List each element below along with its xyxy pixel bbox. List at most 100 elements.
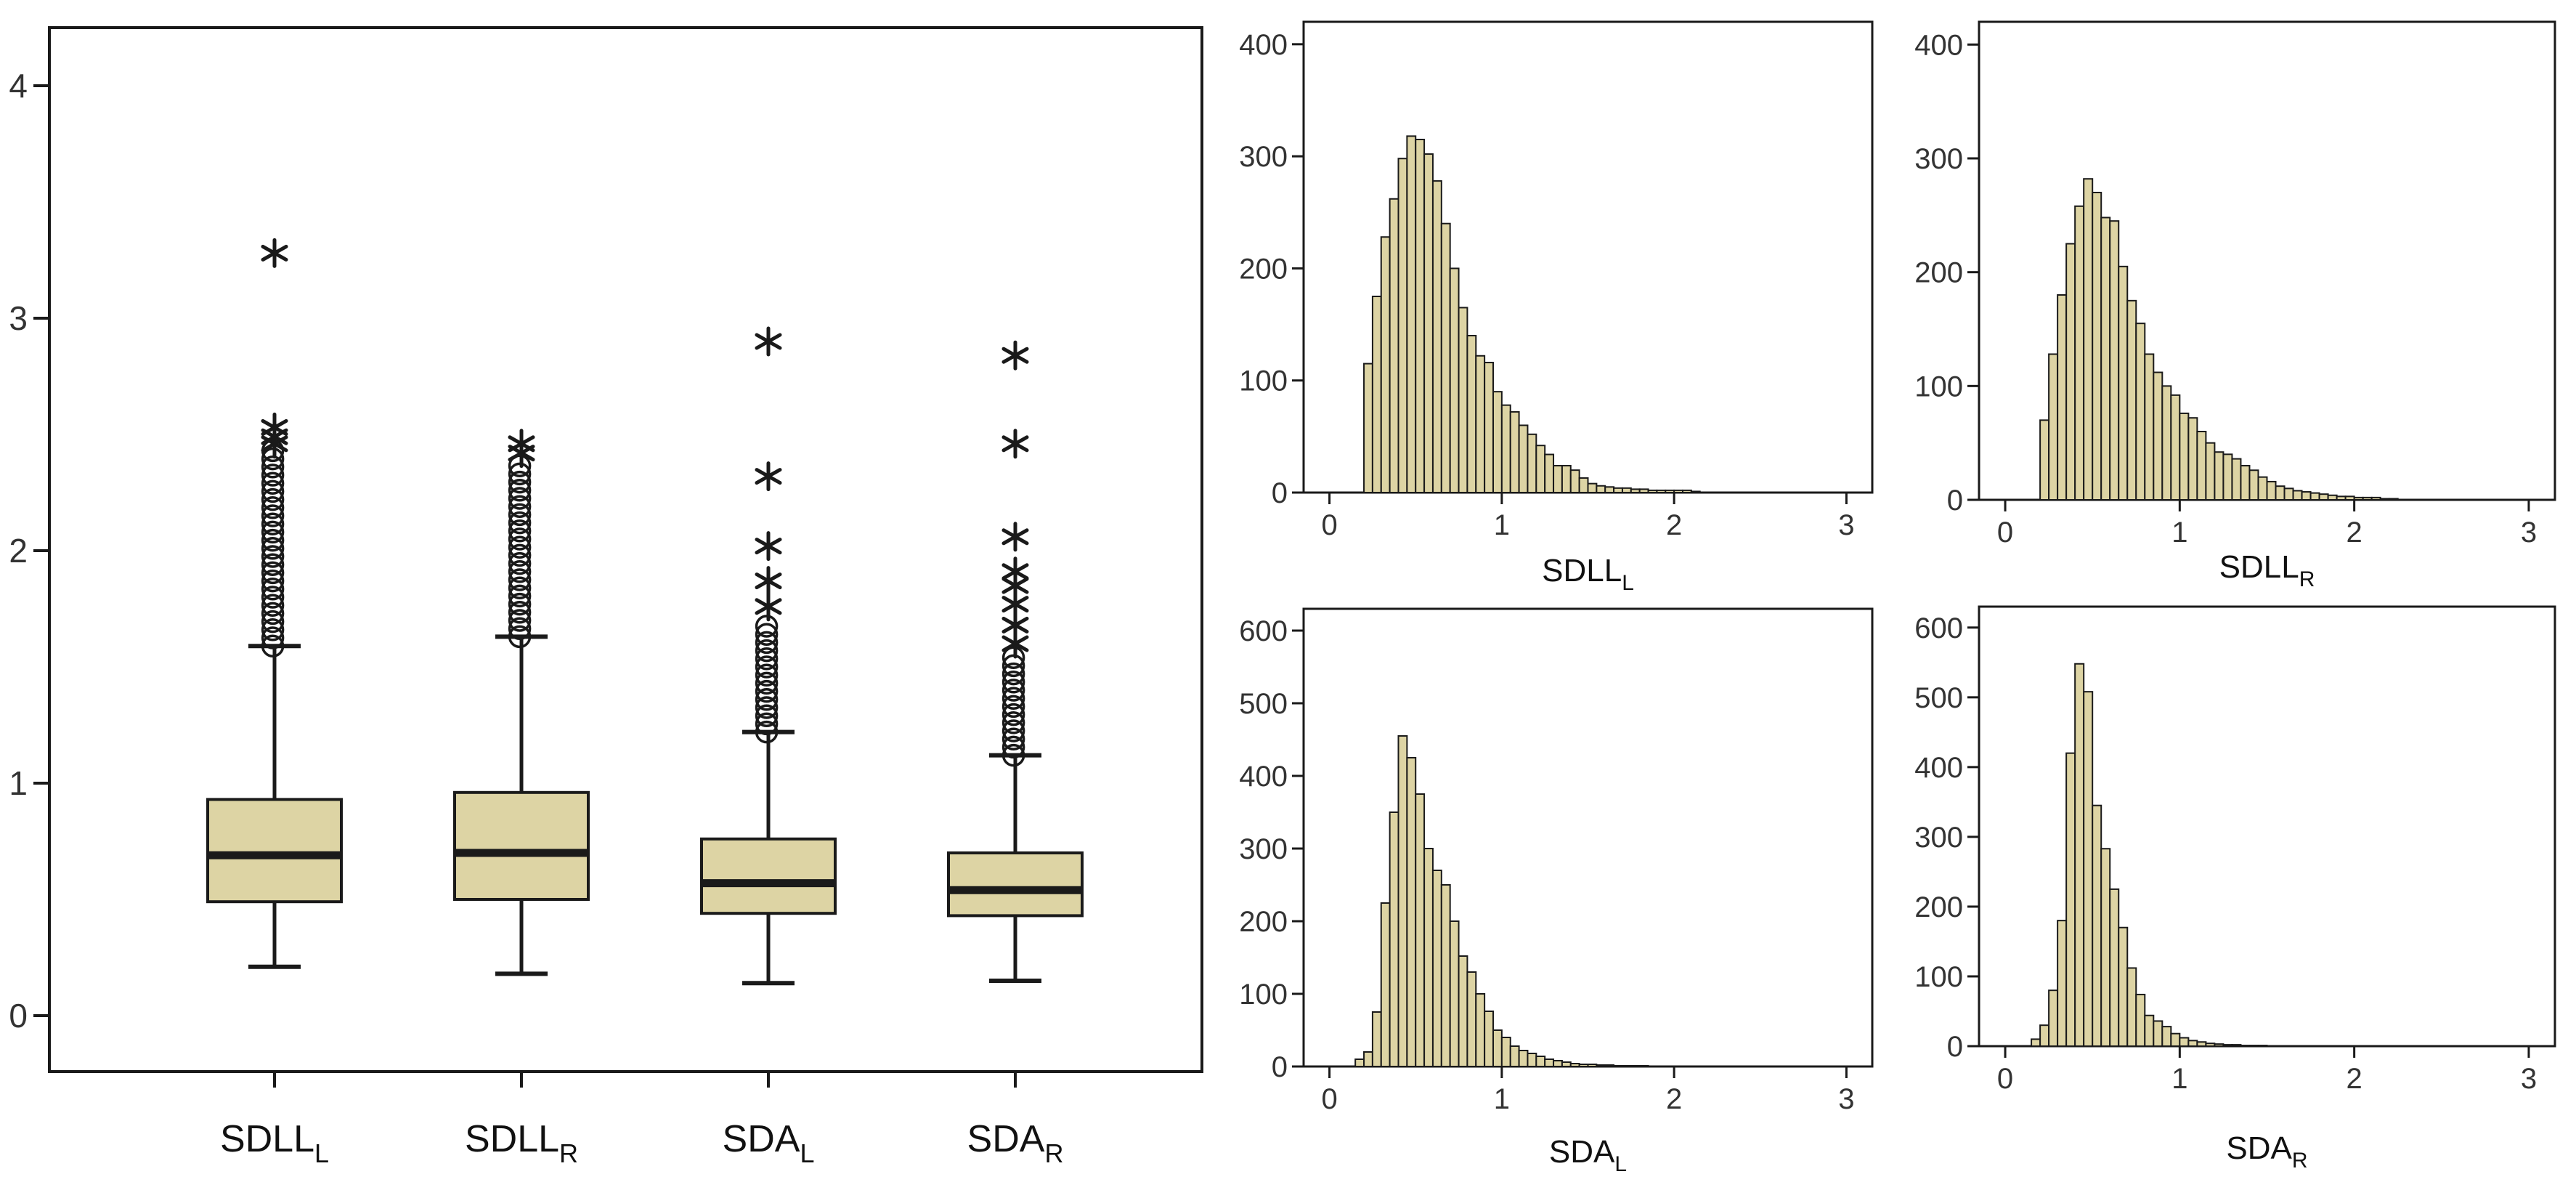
histogram-bar <box>1500 404 1511 494</box>
histogram-bar <box>2248 1045 2259 1047</box>
histogram-x-tick-label: 2 <box>1666 1083 1682 1115</box>
histogram-bar <box>2092 804 2102 1047</box>
histogram-y-tick-label: 100 <box>1239 365 1288 397</box>
histogram-y-tick-label: 400 <box>1239 29 1288 61</box>
histogram-bar <box>1682 489 1692 494</box>
histogram-y-tick-label: 400 <box>1914 752 1963 784</box>
histogram-bar <box>2179 1037 2190 1048</box>
histogram-sdll-r: 0 100 200 300 400 0 1 2 3 SDLLR <box>1914 20 2556 591</box>
boxplot-outlier <box>755 679 779 703</box>
histogram-bar <box>2161 385 2172 501</box>
boxplot-outlier <box>508 479 532 502</box>
boxplot-outlier <box>261 586 285 609</box>
boxplot-outlier <box>261 634 285 657</box>
histogram-y-tick-label: 600 <box>1914 612 1963 644</box>
histogram-bar <box>2135 323 2146 501</box>
histogram-bar <box>1475 993 1486 1067</box>
histogram-bar <box>2301 491 2312 501</box>
histogram-bar <box>2196 431 2207 501</box>
histogram-bar <box>2126 967 2137 1048</box>
boxplot-outlier <box>1001 695 1025 719</box>
histogram-bar <box>1440 222 1451 493</box>
histogram-y-tick-label: 0 <box>1947 1031 1963 1063</box>
boxplot-outlier <box>508 568 532 591</box>
histogram-bar <box>2283 487 2294 501</box>
histogram-bar <box>1587 1064 1598 1067</box>
boxplot-extreme <box>1001 556 1029 587</box>
histogram-bar <box>2135 993 2146 1048</box>
histogram-bar <box>1363 363 1373 494</box>
histogram-bar <box>2153 1020 2163 1048</box>
histogram-bar <box>2118 926 2129 1047</box>
histogram-bar <box>1569 1063 1580 1067</box>
histogram-bar <box>2344 495 2355 501</box>
histogram-bar <box>1397 735 1408 1067</box>
boxplot-y-tick-label: 0 <box>9 997 28 1035</box>
histogram-bar <box>2205 1043 2216 1047</box>
boxplot-outlier <box>508 617 532 640</box>
histogram-bar <box>2205 442 2216 501</box>
histogram-sdll-l: 0 100 200 300 400 0 1 2 3 SDLLL <box>1239 20 1874 595</box>
boxplot-outlier <box>261 528 285 552</box>
histogram-bar <box>2266 480 2277 501</box>
histogram-x-tick-label: 2 <box>2347 1063 2362 1095</box>
histogram-x-tick-label: 0 <box>1321 509 1337 541</box>
histogram-y-tick-label: 400 <box>1914 29 1963 61</box>
histogram-bar <box>2222 1044 2233 1047</box>
histogram-bar <box>1561 1061 1572 1067</box>
boxplot-category-label: SDLLL <box>220 1118 329 1168</box>
boxplot-extreme <box>755 326 782 357</box>
histogram-bar <box>2187 1040 2198 1048</box>
histogram-x-tick-label: 3 <box>1838 509 1854 541</box>
histogram-bar <box>2362 496 2373 501</box>
boxplot-extreme <box>1001 522 1029 552</box>
boxplot-extreme <box>508 429 535 459</box>
boxplot-outlier <box>508 503 532 527</box>
histogram-bar <box>2214 1043 2224 1047</box>
boxplot-outlier <box>1001 719 1025 742</box>
histogram-bar <box>2196 1041 2207 1047</box>
histogram-bar <box>1561 464 1572 494</box>
histogram-bar <box>1423 153 1434 494</box>
histogram-y-tick-label: 200 <box>1914 891 1963 923</box>
boxplot-outlier <box>261 553 285 576</box>
histogram-bar <box>2248 469 2259 501</box>
histogram-x-axis-label-base: SDLL <box>1542 553 1622 588</box>
boxplot-outlier <box>1001 711 1025 734</box>
histogram-bar <box>1371 296 1382 493</box>
histogram-bar <box>2292 490 2303 501</box>
histogram-bar <box>1397 158 1408 493</box>
boxplot-extreme <box>755 461 782 492</box>
histogram-x-tick-label: 0 <box>1321 1083 1337 1115</box>
histogram-bar <box>1380 236 1391 493</box>
histogram-bar <box>2100 216 2111 501</box>
boxplot-outlier <box>508 625 532 649</box>
histogram-y-tick-label: 500 <box>1914 682 1963 714</box>
histogram-bar <box>1578 477 1589 494</box>
histogram-y-tick-label: 0 <box>1272 1051 1288 1083</box>
boxplot-extreme <box>1001 340 1029 371</box>
histogram-bar <box>2370 496 2381 501</box>
boxplot-outlier <box>755 647 779 671</box>
histogram-bar <box>1673 489 1684 494</box>
boxplot-outlier <box>261 545 285 568</box>
boxplot-outlier <box>261 512 285 535</box>
boxplot-outlier <box>261 487 285 511</box>
boxplot-category-label-sub: R <box>1044 1138 1063 1168</box>
histogram-x-axis-label-sub: L <box>1614 1152 1627 1176</box>
histogram-bar <box>1380 902 1391 1067</box>
histogram-bar <box>1578 1064 1589 1067</box>
boxplot-box <box>453 790 590 902</box>
histogram-bar <box>1458 307 1468 493</box>
boxplot-box <box>947 851 1084 918</box>
histogram-bar <box>1630 488 1641 493</box>
histogram-bar <box>1596 485 1606 494</box>
boxplot-outlier <box>1001 671 1025 694</box>
boxplot-category-label-sub: L <box>314 1138 329 1168</box>
histogram-bar <box>2257 1045 2268 1047</box>
histogram-bar <box>1406 135 1417 493</box>
boxplot-outlier <box>508 576 532 599</box>
histogram-x-tick-label: 1 <box>2171 517 2187 549</box>
